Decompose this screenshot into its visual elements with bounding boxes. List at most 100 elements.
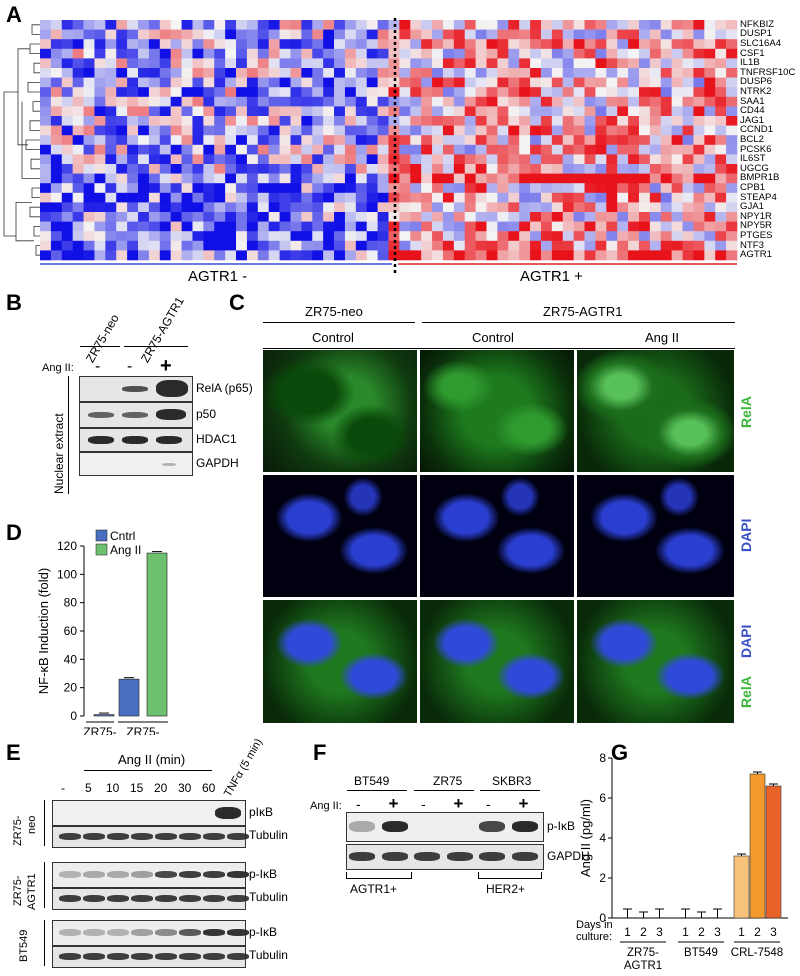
heatmap-cell (246, 202, 259, 213)
heatmap-cell (334, 116, 346, 126)
heatmap-cell (203, 87, 215, 98)
heatmap-cell (50, 58, 63, 69)
heatmap-cell (606, 68, 618, 78)
heatmap-cell (181, 231, 193, 242)
heatmap-cell (61, 68, 73, 78)
heatmap-cell (334, 39, 346, 50)
blot-band (227, 929, 249, 936)
heatmap-cell (83, 96, 95, 107)
heatmap-cell (192, 173, 204, 184)
heatmap-cell (530, 77, 542, 88)
heatmap-cell (628, 39, 640, 50)
heatmap-cell (497, 106, 509, 117)
heatmap-cell (83, 192, 95, 203)
heatmap-cell (40, 116, 52, 126)
heatmap-cell (257, 221, 270, 232)
heatmap-cell (138, 135, 150, 146)
heatmap-cell (464, 96, 476, 107)
heatmap-cell (649, 144, 662, 155)
heatmap-cell (540, 202, 553, 213)
heatmap-cell (301, 212, 313, 222)
e-tnf-label: TNFα (5 min) (222, 736, 265, 799)
heatmap-cell (334, 202, 346, 213)
heatmap-cell (519, 68, 531, 78)
heatmap-cell (486, 39, 498, 50)
heatmap-cell (246, 221, 259, 232)
f-blot-pikb (346, 812, 544, 842)
heatmap-cell (377, 116, 389, 126)
heatmap-cell (203, 58, 215, 69)
heatmap-cell (192, 212, 204, 222)
blot-band (59, 833, 81, 840)
panel-label-c: C (229, 290, 245, 315)
heatmap-cell (334, 192, 346, 203)
heatmap-cell (366, 116, 378, 126)
heatmap-cell (40, 173, 52, 184)
heatmap-cell (366, 77, 378, 88)
heatmap-cell (225, 116, 237, 126)
heatmap-cell (366, 135, 378, 146)
heatmap-cell (726, 183, 738, 194)
heatmap-cell (159, 250, 171, 261)
heatmap-cell (442, 29, 455, 40)
heatmap-cell (530, 240, 542, 251)
heatmap-cell (530, 144, 542, 155)
heatmap-cell (508, 106, 520, 117)
heatmap-cell (638, 116, 651, 126)
heatmap-cell (530, 221, 542, 232)
c-row-label-rela: RelA (738, 396, 754, 428)
heatmap-cell (159, 183, 171, 194)
heatmap-cell (682, 240, 694, 251)
heatmap-cell (344, 231, 357, 242)
heatmap-cell (562, 96, 574, 107)
c-row-label-merge-dapi: DAPI (738, 624, 754, 658)
heatmap-cell (334, 29, 346, 40)
heatmap-cell (704, 202, 716, 213)
heatmap-cell (540, 183, 553, 194)
heatmap-cell (497, 221, 509, 232)
heatmap-cell (377, 29, 389, 40)
heatmap-cell (432, 68, 444, 78)
blot-band (179, 895, 201, 902)
heatmap-cell (366, 125, 378, 136)
heatmap-cell (138, 87, 150, 98)
heatmap-cell (671, 212, 683, 222)
heatmap-cell (606, 250, 618, 261)
heatmap-cell (497, 154, 509, 165)
blot-band (107, 895, 129, 902)
heatmap-cell (540, 240, 553, 251)
heatmap-cell (715, 250, 727, 261)
heatmap-cell (127, 212, 139, 222)
blot-band (179, 929, 201, 936)
heatmap-cell (442, 20, 455, 30)
heatmap-cell (268, 173, 280, 184)
heatmap-cell (127, 173, 139, 184)
heatmap-cell (94, 154, 106, 165)
heatmap-cell (497, 48, 509, 59)
heatmap-cell (606, 106, 618, 117)
heatmap-cell (225, 96, 237, 107)
heatmap-cell (628, 135, 640, 146)
heatmap-cell (595, 231, 607, 242)
heatmap-cell (290, 96, 302, 107)
d-y-axis-label: NF-κB Induction (fold) (36, 568, 51, 694)
heatmap-cell (268, 106, 280, 117)
heatmap-cell (649, 192, 662, 203)
heatmap-cell (638, 20, 651, 30)
e-blot-bt549-pikb (52, 920, 249, 946)
heatmap-cell (584, 192, 596, 203)
heatmap-cell (170, 250, 182, 261)
heatmap-cell (584, 154, 596, 165)
heatmap-cell (399, 192, 411, 203)
heatmap-cell (464, 144, 476, 155)
heatmap-cell (693, 77, 705, 88)
heatmap-cell (421, 240, 433, 251)
heatmap-cell (50, 125, 63, 136)
heatmap-cell (519, 173, 531, 184)
heatmap-cell (334, 20, 346, 30)
heatmap-cell (682, 212, 694, 222)
heatmap-cell (203, 39, 215, 50)
gene-label: PCSK6 (740, 143, 772, 155)
heatmap-cell (116, 154, 128, 165)
heatmap-cell (399, 183, 411, 194)
